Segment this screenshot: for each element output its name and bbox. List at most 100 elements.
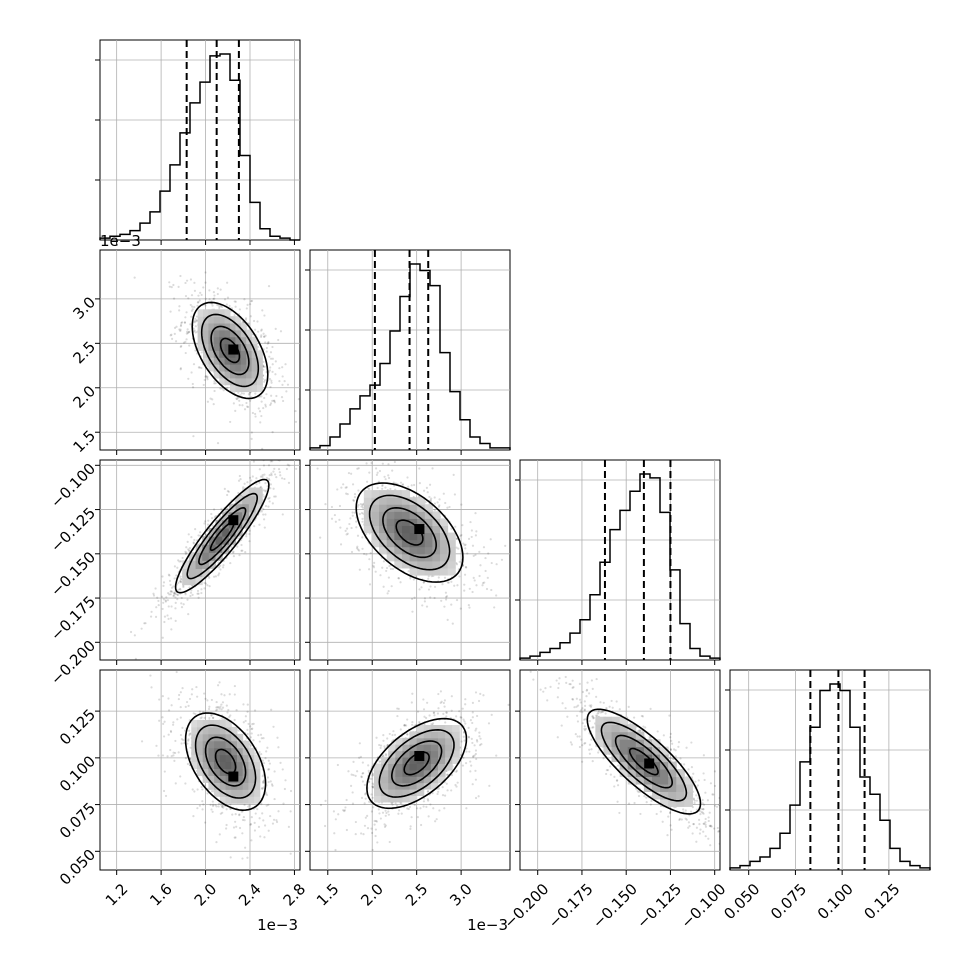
- sample-point: [361, 517, 364, 520]
- x-tick-label: 0.100: [814, 880, 857, 923]
- sample-point: [244, 551, 247, 554]
- sample-point: [174, 619, 177, 622]
- sample-point: [274, 327, 277, 331]
- sample-point: [364, 792, 367, 795]
- sample-point: [346, 493, 349, 496]
- sample-point: [472, 754, 475, 758]
- sample-point: [284, 363, 287, 366]
- sample-point: [266, 746, 269, 749]
- sample-point: [397, 576, 400, 580]
- sample-point: [475, 530, 478, 533]
- sample-point: [297, 397, 300, 401]
- sample-point: [271, 370, 274, 373]
- density-cell: [240, 377, 247, 386]
- sample-point: [261, 474, 264, 477]
- sample-point: [199, 291, 202, 294]
- sample-point: [178, 587, 181, 590]
- sample-point: [338, 504, 342, 508]
- sample-point: [173, 332, 176, 335]
- sample-point: [427, 799, 430, 802]
- density-cell: [235, 511, 243, 521]
- sample-point: [260, 395, 263, 398]
- density-cell: [240, 357, 247, 365]
- sample-point: [490, 588, 493, 592]
- sample-point: [360, 775, 363, 778]
- sample-point: [345, 486, 348, 489]
- sample-point: [371, 772, 374, 775]
- sample-point: [241, 549, 244, 552]
- sample-point: [388, 732, 391, 736]
- sample-point: [474, 752, 477, 756]
- sample-point: [238, 814, 241, 817]
- sample-point: [471, 741, 474, 745]
- sample-point: [172, 595, 175, 598]
- sample-point: [252, 722, 255, 725]
- sample-point: [179, 368, 182, 371]
- sample-point: [355, 547, 359, 550]
- sample-point: [363, 824, 367, 827]
- sample-point: [279, 330, 283, 333]
- density-cell: [240, 336, 247, 345]
- sample-point: [446, 773, 449, 776]
- sample-point: [235, 709, 238, 712]
- sample-point: [178, 309, 181, 312]
- sample-point: [234, 813, 237, 816]
- density-cell: [246, 350, 253, 358]
- sample-point: [271, 345, 274, 349]
- scatter-panel-0-2: −0.200−0.175−0.150−0.125−0.100: [47, 459, 301, 689]
- density-cell: [447, 532, 456, 541]
- sample-point: [352, 499, 355, 502]
- density-cell: [208, 316, 215, 324]
- sample-point: [263, 335, 266, 338]
- density-cell: [256, 357, 263, 365]
- sample-point: [255, 477, 258, 480]
- sample-point: [423, 715, 426, 718]
- sample-point: [204, 297, 207, 300]
- sample-point: [172, 297, 176, 300]
- sample-point: [234, 305, 237, 308]
- sample-point: [371, 785, 374, 788]
- sample-point: [249, 744, 253, 747]
- sample-point: [252, 319, 256, 323]
- density-cell: [213, 364, 220, 372]
- sample-point: [247, 405, 250, 409]
- sample-point: [379, 746, 382, 750]
- sample-point: [465, 566, 468, 569]
- density-cell: [236, 768, 244, 776]
- histogram-panel-0: [95, 39, 301, 245]
- sample-point: [269, 402, 273, 405]
- sample-point: [275, 820, 279, 824]
- sample-point: [287, 481, 291, 484]
- sample-point: [452, 473, 455, 477]
- sample-point: [200, 588, 203, 591]
- sample-point: [379, 744, 383, 747]
- sample-point: [443, 605, 446, 608]
- density-cell: [225, 719, 232, 728]
- sample-point: [371, 831, 374, 835]
- sample-point: [250, 479, 253, 482]
- sample-point: [334, 520, 337, 523]
- sample-point: [486, 576, 489, 579]
- density-cell: [417, 560, 426, 569]
- sample-point: [340, 486, 343, 489]
- sample-point: [274, 360, 277, 363]
- sample-point: [156, 596, 159, 599]
- density-cell: [236, 740, 244, 749]
- sample-point: [162, 789, 166, 793]
- sample-point: [365, 532, 368, 535]
- contour-line: [219, 337, 241, 364]
- sample-point: [368, 471, 371, 474]
- density-cell: [196, 747, 204, 756]
- density-cell: [225, 747, 232, 756]
- sample-point: [469, 520, 472, 524]
- x-tick-label: 1.2: [102, 880, 132, 910]
- histogram-step: [99, 53, 300, 241]
- sample-point: [436, 501, 439, 504]
- sample-point: [161, 636, 164, 639]
- density-cell: [214, 775, 221, 783]
- density-cell: [447, 546, 456, 555]
- density-cell: [208, 733, 215, 742]
- sample-point: [374, 467, 378, 470]
- y-tick-label: −0.125: [47, 504, 99, 556]
- sample-point: [275, 394, 278, 398]
